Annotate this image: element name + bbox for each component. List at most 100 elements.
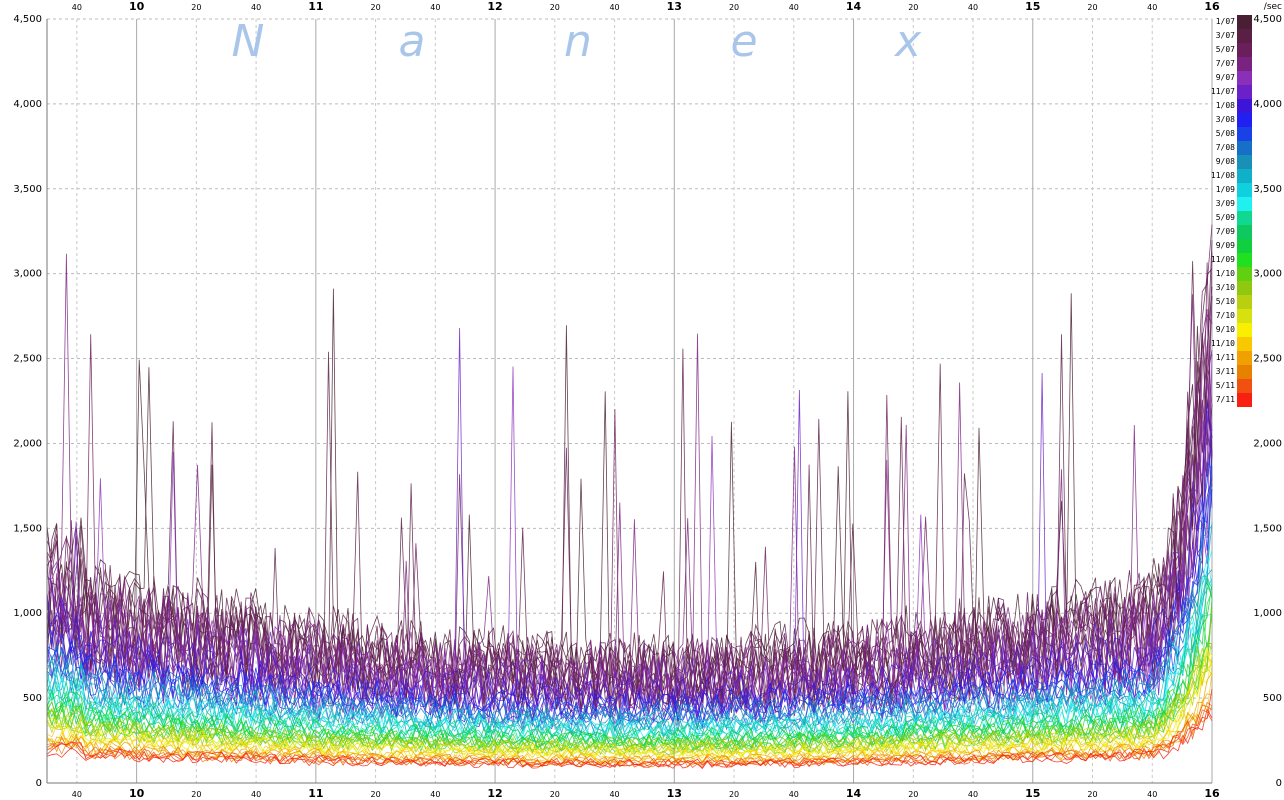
series-line-1-09	[46, 588, 1213, 741]
series-line-3-08	[46, 435, 1213, 726]
x-hour-label-top: 15	[1025, 0, 1040, 13]
watermark-letter: N	[232, 16, 265, 67]
legend-swatch	[1237, 197, 1252, 211]
y-tick-label-right: 4,500	[1253, 14, 1282, 25]
y-tick-label-right: 2,500	[1253, 354, 1282, 365]
legend-swatch	[1237, 29, 1252, 43]
y-tick-label-right: 4,000	[1253, 99, 1282, 110]
x-hour-label-bottom: 12	[487, 787, 502, 800]
legend-swatch	[1237, 57, 1252, 71]
legend-swatch	[1237, 85, 1252, 99]
series-line-5-09	[46, 576, 1213, 746]
watermark-letter: a	[399, 16, 426, 67]
series-lines	[46, 224, 1213, 770]
x-minute-label-top: 40	[72, 3, 82, 12]
x-hour-label-top: 10	[129, 0, 145, 13]
legend-label: 11/10	[1211, 339, 1235, 348]
y-tick-label-right: 3,000	[1253, 269, 1282, 280]
legend-swatch	[1237, 113, 1252, 127]
legend-label: 7/10	[1216, 311, 1235, 320]
x-minute-label-top: 20	[1087, 3, 1097, 12]
legend-swatch	[1237, 225, 1252, 239]
y-tick-label-left: 3,000	[13, 269, 42, 280]
legend-label: 11/09	[1211, 255, 1235, 264]
x-minute-label-bottom: 40	[1147, 790, 1157, 799]
y-tick-label-right: 500	[1263, 693, 1282, 704]
legend-swatch	[1237, 309, 1252, 323]
series-line-11-10	[46, 672, 1213, 765]
series-line-5-11	[46, 704, 1213, 768]
y-tick-label-left: 500	[23, 693, 42, 704]
watermark-letter: x	[893, 16, 922, 67]
x-minute-label-bottom: 40	[72, 790, 82, 799]
x-minute-label-bottom: 40	[609, 790, 619, 799]
legend-swatch	[1237, 183, 1252, 197]
legend-swatch	[1237, 267, 1252, 281]
x-hour-label-bottom: 13	[667, 787, 682, 800]
legend-label: 7/08	[1216, 143, 1235, 152]
series-line-3-09	[46, 555, 1213, 742]
y-tick-label-left: 2,000	[13, 438, 42, 449]
legend-label: 5/08	[1216, 129, 1235, 138]
x-hour-label-bottom: 15	[1025, 787, 1040, 800]
legend-swatch	[1237, 99, 1252, 113]
legend-label: 3/11	[1216, 367, 1235, 376]
legend-swatch	[1237, 141, 1252, 155]
legend-label: 9/08	[1216, 157, 1235, 166]
legend-label: 9/09	[1216, 241, 1235, 250]
x-hour-label-bottom: 16	[1204, 787, 1220, 800]
series-line-9-08	[46, 525, 1213, 733]
series-line-11-08	[46, 578, 1213, 735]
series-line-5-07	[46, 334, 1213, 713]
series-line-11-08	[46, 522, 1213, 739]
legend-label: 11/07	[1211, 87, 1235, 96]
x-minute-label-bottom: 40	[430, 790, 440, 799]
x-minute-label-bottom: 20	[908, 790, 918, 799]
legend-label: 7/09	[1216, 227, 1235, 236]
watermark-letter: e	[730, 16, 757, 67]
x-minute-label-top: 40	[789, 3, 799, 12]
x-minute-label-top: 40	[609, 3, 619, 12]
legend-label: 1/10	[1216, 269, 1235, 278]
legend-label: 3/07	[1216, 31, 1235, 40]
y-tick-label-right: 1,000	[1253, 608, 1282, 619]
x-hour-label-top: 16	[1204, 0, 1220, 13]
x-minute-label-top: 20	[729, 3, 739, 12]
y-tick-label-right: 3,500	[1253, 184, 1282, 195]
x-hour-label-top: 13	[667, 0, 682, 13]
legend-label: 1/07	[1216, 17, 1235, 26]
legend-swatch	[1237, 127, 1252, 141]
y-tick-label-left: 4,000	[13, 99, 42, 110]
legend-swatch	[1237, 365, 1252, 379]
legend-label: 9/07	[1216, 73, 1235, 82]
series-line-9-07	[46, 366, 1213, 726]
legend-label: 7/11	[1216, 395, 1235, 404]
series-line-7-11	[46, 688, 1213, 768]
x-hour-label-top: 14	[846, 0, 862, 13]
x-hour-label-bottom: 10	[129, 787, 145, 800]
legend-swatch	[1237, 393, 1252, 407]
watermark-letter: n	[564, 16, 592, 67]
series-line-11-07	[46, 389, 1213, 727]
legend-swatch	[1237, 337, 1252, 351]
y-tick-label-right: 0	[1276, 778, 1282, 789]
x-minute-label-bottom: 20	[729, 790, 739, 799]
legend-label: 3/10	[1216, 283, 1235, 292]
legend-label: 3/09	[1216, 199, 1235, 208]
legend-label: 11/08	[1211, 171, 1235, 180]
x-hour-label-top: 11	[308, 0, 323, 13]
series-line-3-10	[46, 656, 1213, 756]
x-minute-label-bottom: 40	[789, 790, 799, 799]
legend-label: 1/08	[1216, 101, 1235, 110]
legend-swatch	[1237, 43, 1252, 57]
legend-label: 9/10	[1216, 325, 1235, 334]
x-minute-label-top: 40	[251, 3, 261, 12]
x-minute-label-top: 40	[430, 3, 440, 12]
legend-swatch	[1237, 71, 1252, 85]
legend-swatch	[1237, 169, 1252, 183]
legend-swatch	[1237, 379, 1252, 393]
x-hour-label-bottom: 14	[846, 787, 862, 800]
x-minute-label-top: 20	[191, 3, 201, 12]
